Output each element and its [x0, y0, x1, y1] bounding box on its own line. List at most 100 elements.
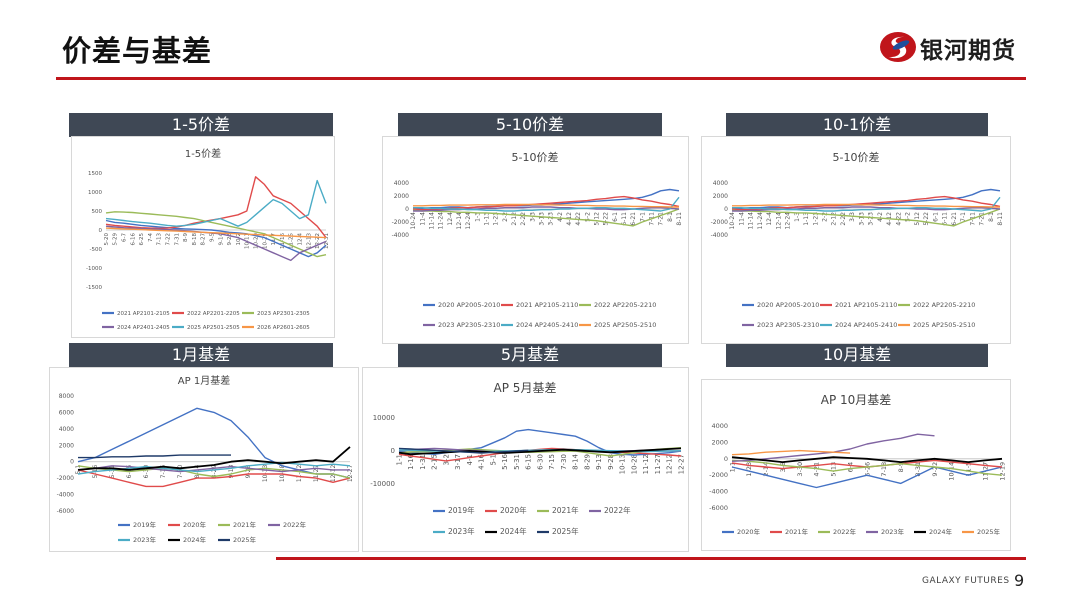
y-tick-label: 4000: [711, 422, 728, 430]
y-tick-label: -4000: [709, 488, 728, 496]
legend-label: 2025年: [233, 535, 257, 544]
series-line: [105, 219, 327, 258]
legend-label: 2023年: [448, 526, 475, 536]
x-tick-label: 5-2: [584, 212, 591, 222]
series-line: [77, 465, 350, 473]
chart-5-10-spread: 5-10价差 4000 2000 0 -2000 -4000 10-24 11-4 11-14 1…: [382, 136, 689, 344]
x-tick-label: 3-8: [779, 462, 787, 473]
x-tick-label: 12-22: [315, 233, 321, 249]
x-tick-label: 12-14: [456, 212, 463, 230]
x-tick-label: 1-23: [812, 212, 819, 226]
chart-title: AP 1月基差: [178, 374, 230, 387]
x-tick-label: 8-11: [676, 212, 683, 226]
legend-label: 2024 AP2405-2410: [516, 321, 578, 329]
legend-label: 2024年: [183, 535, 207, 544]
legend-label: 2021 AP2101-2105: [117, 311, 170, 317]
x-tick-label: 8-11: [997, 212, 1004, 226]
x-tick-label: 1-13: [483, 212, 490, 226]
series-line: [398, 447, 529, 454]
x-tick-label: 11-16: [280, 233, 286, 249]
x-tick-label: 1-3: [474, 212, 481, 222]
x-tick-label: 12-24: [465, 212, 472, 230]
legend-label: 2023年: [133, 535, 157, 544]
x-tick-label: 7-1: [639, 212, 646, 222]
legend-label: 2022年: [833, 527, 857, 536]
x-tick-label: 5-13: [830, 462, 838, 477]
x-tick-label: 3-23: [868, 212, 875, 226]
x-tick-label: 1-23: [493, 212, 500, 226]
x-tick-label: 7-13: [157, 233, 163, 246]
x-tick-label: 7-30: [560, 454, 568, 470]
series-line: [731, 459, 1003, 476]
legend-label: 2022 AP2201-2205: [187, 311, 240, 317]
y-tick-label: 1500: [88, 171, 102, 177]
series-line: [413, 196, 680, 212]
x-tick-label: 2-22: [520, 212, 527, 226]
footer-divider: [276, 557, 1026, 560]
y-tick-label: -2000: [711, 219, 729, 226]
y-tick-label: 2000: [394, 193, 409, 200]
y-tick-label: -1500: [86, 285, 102, 291]
y-tick-label: -500: [90, 247, 103, 253]
x-tick-label: 6-25: [139, 233, 145, 246]
x-tick-label: 5-12: [594, 212, 601, 226]
legend-label: 2019年: [133, 520, 157, 529]
x-tick-label: 11-4: [738, 212, 745, 226]
legend-label: 2023 AP2301-2305: [257, 311, 310, 317]
x-tick-label: 8-9: [183, 233, 189, 242]
x-tick-label: 7-4: [148, 233, 154, 242]
x-tick-label: 7-1: [960, 212, 967, 222]
x-tick-label: 2-12: [511, 212, 518, 226]
series-line: [77, 446, 351, 471]
x-tick-label: 4-2: [877, 212, 884, 222]
series-line: [731, 466, 1003, 489]
x-tick-label: 11-4: [419, 212, 426, 226]
y-tick-label: 0: [391, 447, 395, 455]
x-tick-label: 11-27: [654, 454, 662, 474]
x-tick-label: 5-29: [113, 233, 119, 246]
x-tick-label: 8-29: [583, 454, 591, 470]
label-5-10-spread: 5-10价差: [398, 113, 662, 137]
y-tick-label: 10000: [373, 414, 395, 422]
series-line: [732, 196, 1001, 212]
x-tick-label: 1-1: [395, 454, 403, 465]
x-tick-label: 3-23: [548, 212, 555, 226]
legend-label: 2024 AP2401-2405: [117, 325, 170, 331]
legend-label: 2020 AP2005-2010: [757, 301, 819, 309]
legend-label: 2022年: [604, 505, 631, 515]
legend-label: 2020年: [500, 505, 527, 515]
legend-label: 2020年: [183, 520, 207, 529]
x-tick-label: 8-9: [897, 462, 905, 473]
legend-label: 2024 AP2405-2410: [835, 321, 897, 329]
label-10-1-spread: 10-1价差: [726, 113, 988, 137]
x-tick-label: 6-1: [932, 212, 939, 222]
x-tick-label: 6-11: [621, 212, 628, 226]
legend-label: 2021 AP2105-2110: [835, 301, 897, 309]
series-line: [731, 456, 1003, 463]
x-tick-label: 7-21: [658, 212, 665, 226]
chart-1-5-spread: 1-5价差 1500 1000 500 0 -500 -1000 -1500 5-20 5-29 6…: [71, 136, 335, 338]
x-tick-label: 6-4: [846, 462, 854, 473]
legend-label: 2024年: [500, 526, 527, 536]
legend-label: 2023 AP2305-2310: [438, 321, 500, 329]
x-tick-label: 3-13: [858, 212, 865, 226]
x-tick-label: 7-15: [548, 454, 556, 470]
x-tick-label: 4-2: [557, 212, 564, 222]
x-tick-label: 12-31: [324, 233, 330, 249]
x-tick-label: 1-31: [419, 454, 427, 470]
x-tick-label: 9-14: [218, 233, 224, 246]
y-tick-label: 2000: [713, 193, 728, 200]
x-tick-label: 7-31: [174, 233, 180, 245]
x-tick-label: 1-3: [794, 212, 801, 222]
legend-label: 2021年: [233, 520, 257, 529]
legend-label: 2022 AP2205-2210: [913, 301, 975, 309]
y-tick-label: -2000: [709, 471, 728, 479]
x-tick-label: 8-29: [211, 465, 218, 479]
x-tick-label: 10-2: [236, 233, 242, 245]
x-tick-label: 8-27: [201, 233, 207, 246]
series-line: [732, 203, 1000, 208]
x-tick-label: 11-14: [748, 212, 755, 230]
x-tick-label: 2-15: [431, 454, 439, 470]
x-tick-label: 6-15: [525, 454, 533, 470]
x-tick-label: 3-13: [539, 212, 546, 226]
